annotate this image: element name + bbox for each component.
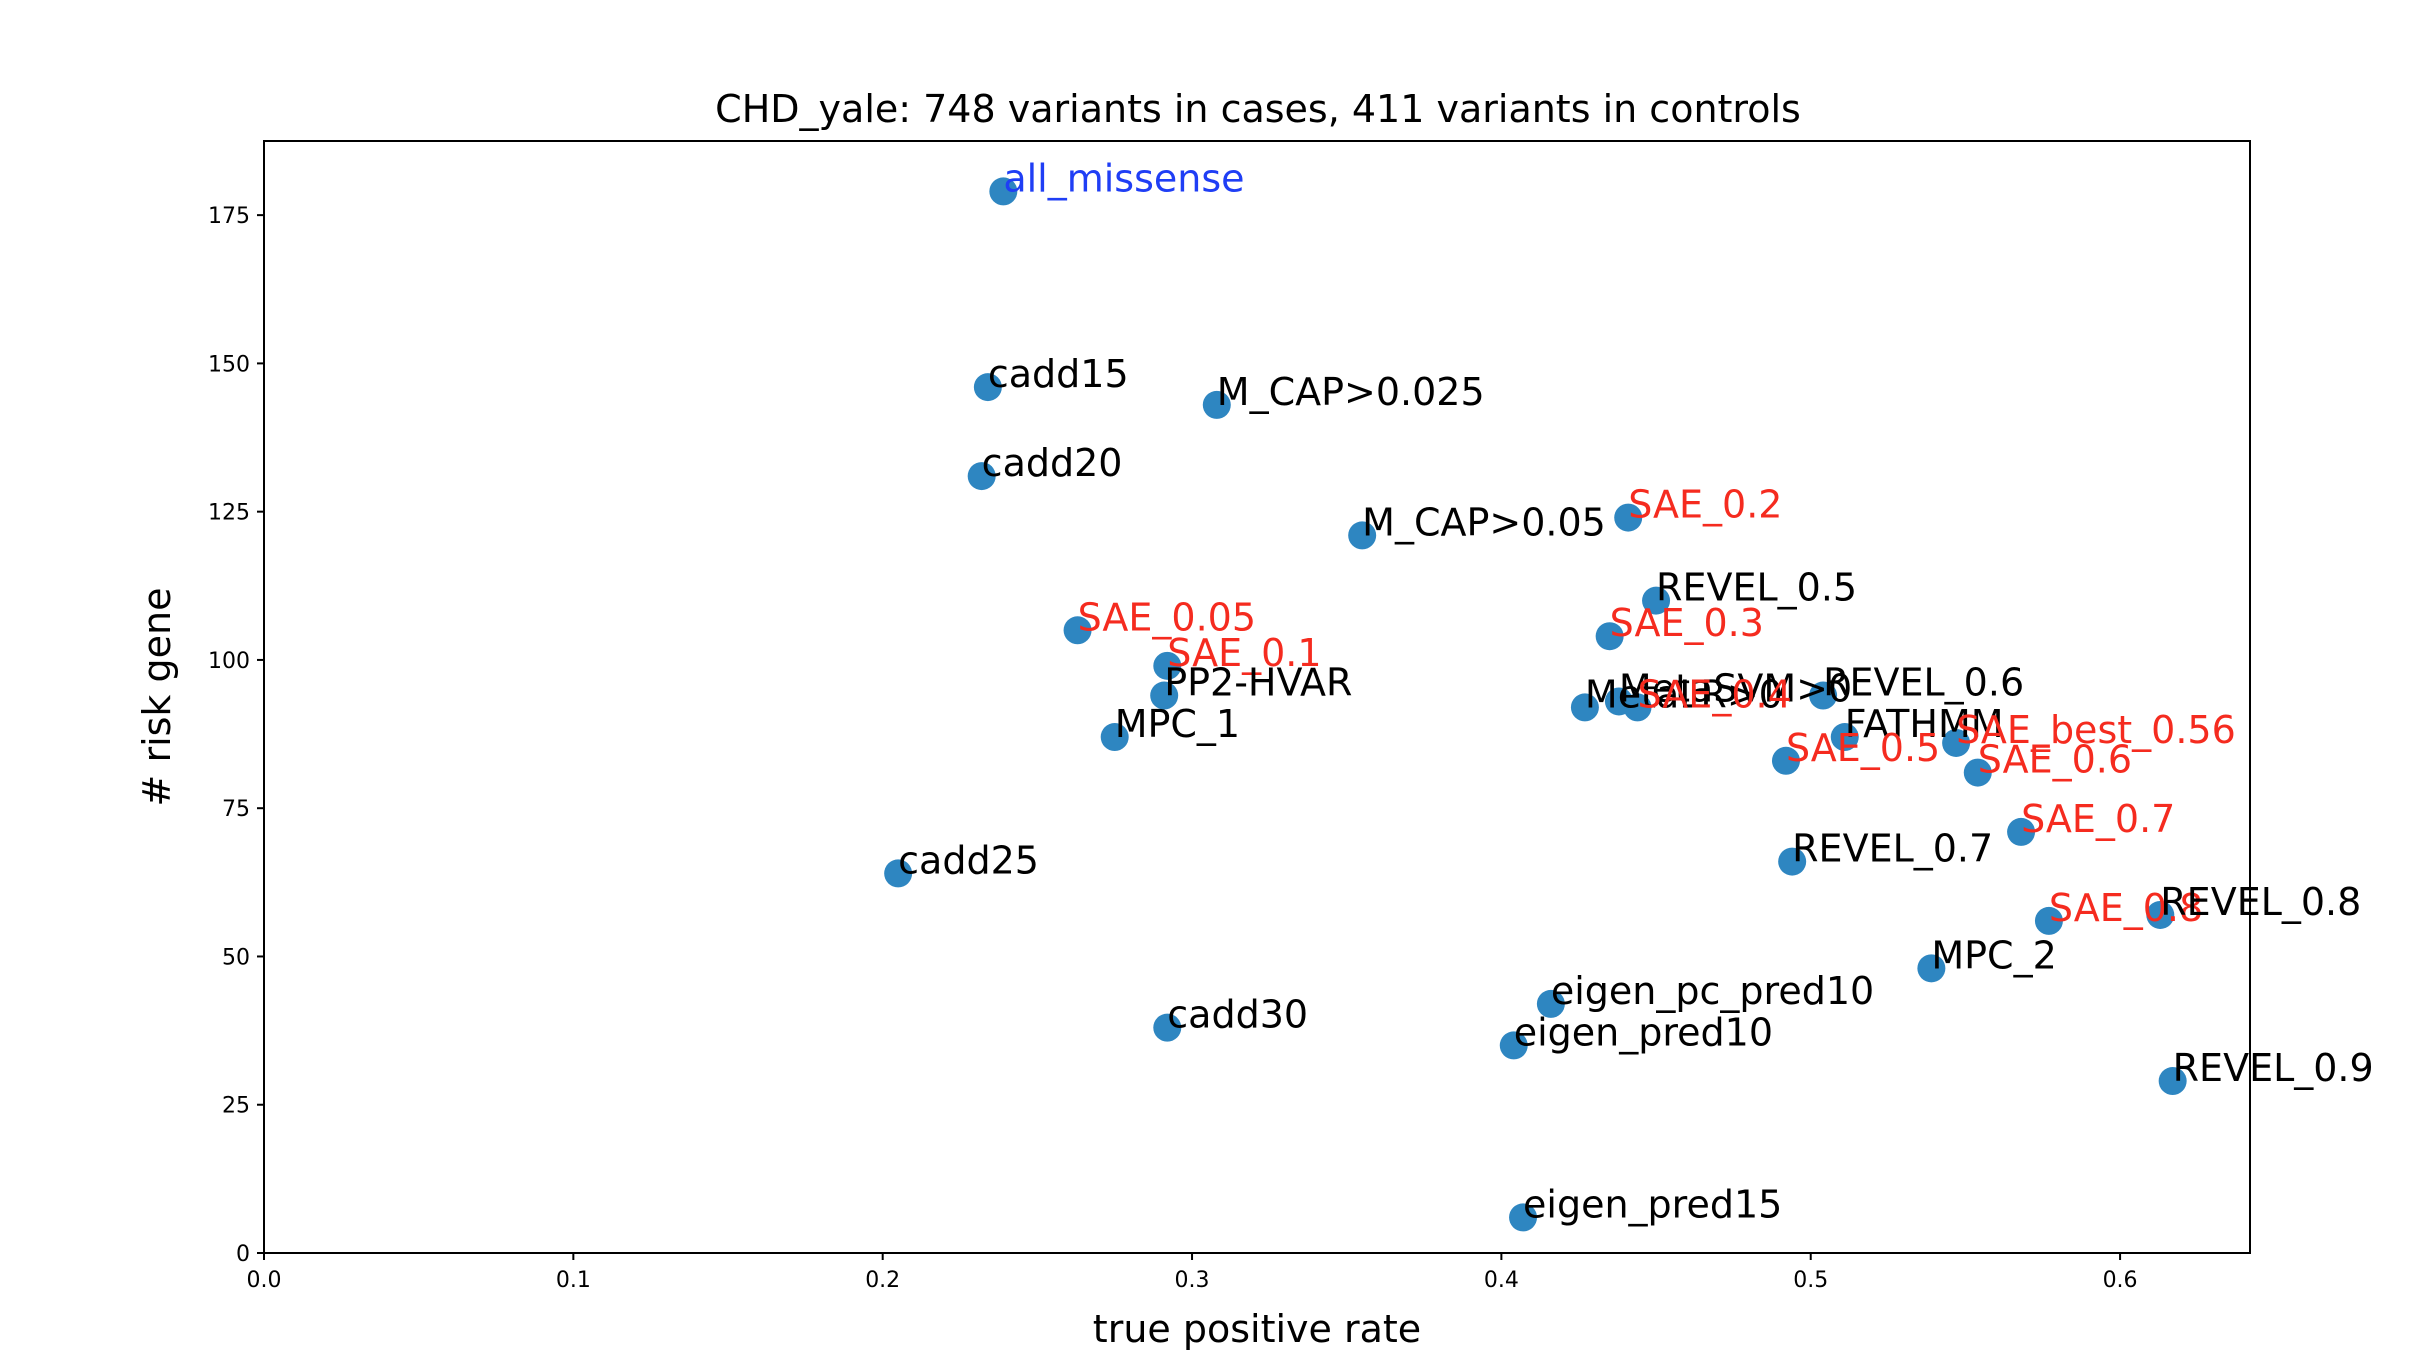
scatter-point	[1963, 758, 1992, 787]
point-label: M_CAP>0.025	[1217, 370, 1485, 414]
scatter-point	[1809, 681, 1838, 710]
point-label: eigen_pred15	[1523, 1182, 1782, 1226]
scatter-point	[2146, 900, 2175, 929]
scatter-point	[1917, 954, 1946, 983]
scatter-point	[1778, 847, 1807, 876]
data-points	[884, 177, 2187, 1232]
x-axis: 0.0 0.1 0.2 0.3 0.4 0.5 0.6	[247, 1253, 2138, 1293]
point-label: SAE_0.6	[1978, 738, 2132, 782]
point-label: SAE_0.7	[2021, 797, 2175, 841]
y-tick-label: 150	[208, 352, 250, 377]
point-label: MetaLR>0	[1585, 672, 1783, 716]
scatter-point	[1150, 681, 1179, 710]
scatter-point	[1942, 728, 1971, 757]
scatter-point	[2007, 817, 2036, 846]
scatter-point	[1536, 989, 1565, 1018]
point-label: PP2-HVAR	[1164, 661, 1352, 705]
x-tick-label: 0.0	[247, 1268, 282, 1293]
scatter-point	[989, 177, 1018, 206]
scatter-point	[1642, 586, 1671, 615]
chart-title: CHD_yale: 748 variants in cases, 411 var…	[715, 87, 1801, 131]
point-label: MPC_2	[1931, 933, 2056, 977]
point-label: SAE_0.2	[1628, 483, 1782, 527]
point-label: cadd20	[982, 441, 1123, 485]
point-label: SAE_0.4	[1637, 672, 1791, 716]
scatter-point	[1499, 1031, 1528, 1060]
point-label: MPC_1	[1115, 702, 1240, 746]
point-label: SAE_0.5	[1786, 726, 1940, 770]
scatter-point	[1063, 616, 1092, 645]
y-tick-label: 100	[208, 649, 250, 674]
y-axis-label: # risk gene	[135, 588, 179, 807]
point-label: eigen_pred10	[1514, 1010, 1773, 1054]
scatter-point	[1830, 723, 1859, 752]
scatter-point	[1348, 521, 1377, 550]
point-label: REVEL_0.7	[1792, 827, 1993, 871]
x-tick-label: 0.2	[865, 1268, 900, 1293]
scatter-point	[1202, 390, 1231, 419]
point-label: cadd25	[898, 838, 1039, 882]
y-axis: 0 25 50 75 100 125 150 175	[208, 204, 264, 1267]
point-label: FATHMM	[1845, 702, 2004, 746]
scatter-point	[2158, 1067, 2187, 1096]
scatter-point	[967, 462, 996, 491]
scatter-point	[1153, 651, 1182, 680]
y-tick-label: 50	[222, 945, 250, 970]
data-labels: all_missense cadd15 cadd20 cadd25 cadd30 M_CA…	[898, 156, 2374, 1226]
x-axis-label: true positive rate	[1093, 1307, 1421, 1351]
y-tick-label: 175	[208, 204, 250, 229]
y-tick-label: 25	[222, 1094, 250, 1119]
plot-area	[263, 140, 2251, 1254]
y-tick-label: 0	[236, 1242, 250, 1267]
point-label: REVEL_0.8	[2160, 880, 2361, 924]
scatter-point	[1771, 746, 1800, 775]
point-label: SAE_0.3	[1610, 601, 1764, 645]
y-tick-label: 125	[208, 501, 250, 526]
scatter-point	[1595, 622, 1624, 651]
point-label: SAE_0.1	[1167, 631, 1321, 675]
scatter-point	[973, 373, 1002, 402]
x-tick-label: 0.1	[556, 1268, 591, 1293]
point-label: REVEL_0.5	[1656, 566, 1857, 610]
x-tick-label: 0.3	[1175, 1268, 1210, 1293]
x-tick-label: 0.6	[2103, 1268, 2138, 1293]
point-label: REVEL_0.6	[1823, 661, 2024, 705]
scatter-point	[1623, 693, 1652, 722]
point-label: SAE_best_0.56	[1956, 708, 2236, 752]
scatter-point	[1570, 693, 1599, 722]
scatter-point	[1509, 1203, 1538, 1232]
x-tick-label: 0.4	[1484, 1268, 1519, 1293]
point-label: cadd30	[1167, 993, 1308, 1037]
scatter-point	[1614, 503, 1643, 532]
point-label: all_missense	[1003, 156, 1244, 200]
y-tick-label: 75	[222, 797, 250, 822]
point-label: REVEL_0.9	[2173, 1046, 2374, 1090]
point-label: MetaSVM>0	[1619, 666, 1852, 710]
point-label: SAE_0.8	[2049, 886, 2203, 930]
scatter-point	[1100, 723, 1129, 752]
x-tick-label: 0.5	[1793, 1268, 1828, 1293]
scatter-point	[1153, 1013, 1182, 1042]
point-label: eigen_pc_pred10	[1551, 969, 1874, 1013]
scatter-point	[2034, 906, 2063, 935]
scatter-point	[884, 859, 913, 888]
point-label: cadd15	[988, 352, 1129, 396]
point-label: SAE_0.05	[1078, 595, 1256, 639]
plot-frame	[263, 140, 2251, 1254]
point-label: M_CAP>0.05	[1362, 500, 1606, 544]
